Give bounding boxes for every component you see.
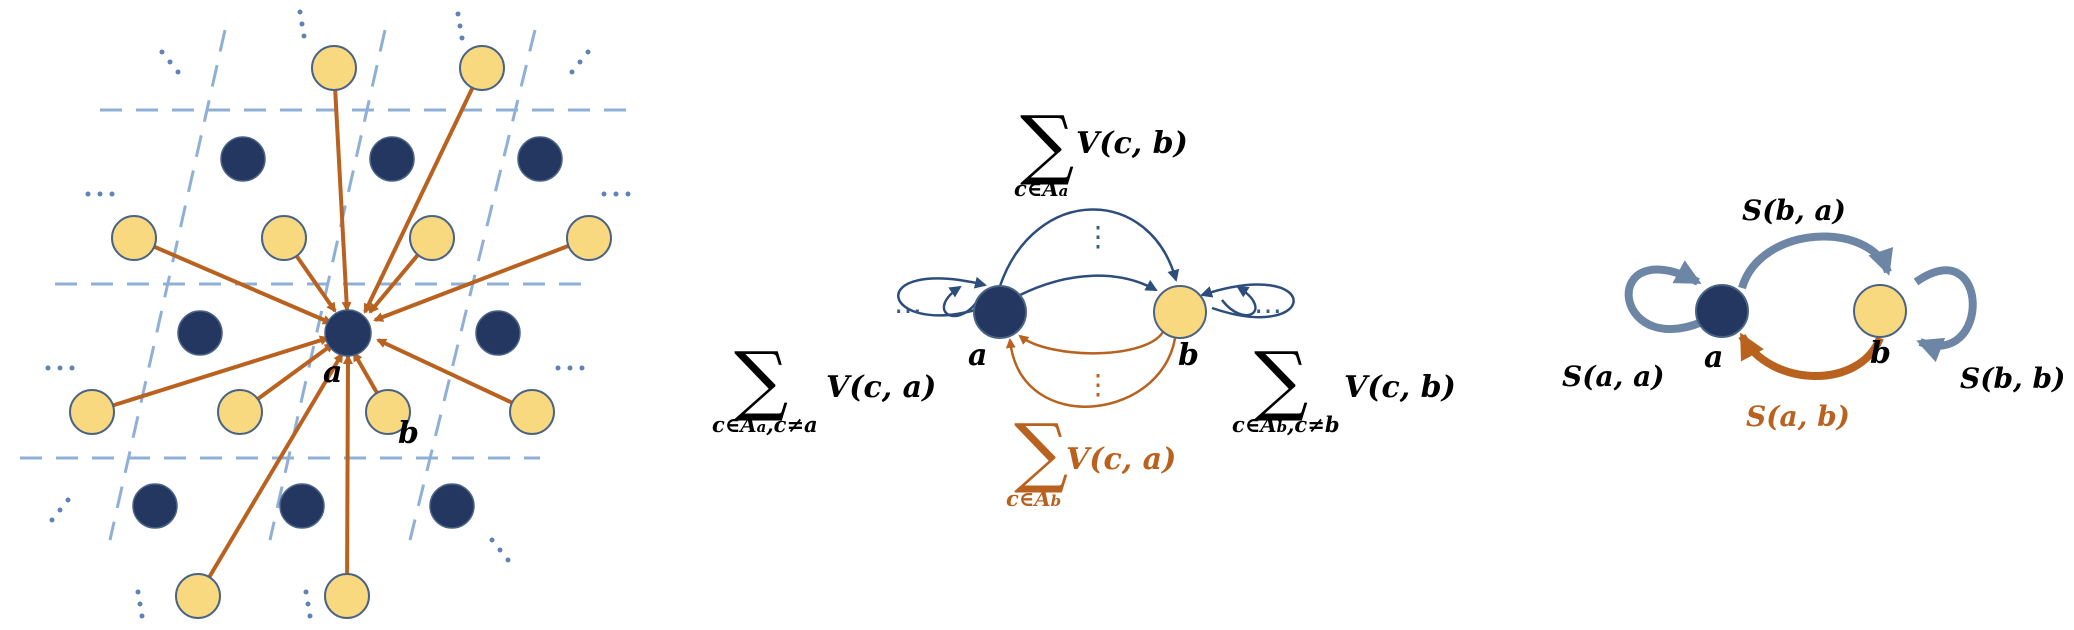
sum-term: V(c, b) — [1076, 126, 1188, 161]
sum-term: V(c, b) — [1344, 370, 1456, 405]
sum-subscript: c∈Aa,c≠a — [712, 412, 818, 437]
right-s-ba-label: S(b, a) — [1742, 194, 1846, 227]
sum-term: V(c, a) — [826, 370, 937, 405]
mid-bottom-sum: ∑ c∈Ab V(c, a) — [1004, 414, 1244, 520]
sum-subscript: c∈Ab — [1006, 486, 1062, 511]
right-s-ab-label: S(a, b) — [1746, 400, 1850, 433]
mid-blue-arrows — [897, 208, 1295, 319]
right-blue-thick-arrows — [1624, 232, 1977, 363]
mid-right-dots: ⋯ — [1254, 294, 1284, 327]
right-s-bb-label: S(b, b) — [1960, 362, 2066, 395]
lattice-grid — [20, 29, 630, 541]
sum-term: V(c, a) — [1066, 442, 1177, 477]
sigma-symbol: ∑ — [1254, 335, 1309, 424]
right-s-aa-label: S(a, a) — [1562, 360, 1665, 393]
sigma-symbol: ∑ — [1020, 99, 1075, 188]
sum-subscript: c∈Ab,c≠b — [1232, 412, 1340, 437]
lattice-dark-nodes — [132, 136, 563, 529]
right-node-a — [1695, 284, 1749, 338]
mid-bottom-vertical-dots: ⋮ — [1084, 368, 1114, 401]
mid-left-dots: ⋯ — [894, 294, 924, 327]
lattice-light-nodes — [69, 45, 612, 619]
mid-node-b-label: b — [1178, 338, 1199, 373]
right-node-b — [1853, 284, 1907, 338]
right-node-b-label: b — [1870, 336, 1891, 371]
sum-subscript: c∈Aa — [1014, 176, 1069, 201]
mid-node-a — [973, 285, 1027, 339]
lattice-ellipsis-dots — [45, 9, 631, 619]
mid-left-sum: ∑ c∈Aa,c≠a V(c, a) — [712, 342, 972, 446]
mid-node-b — [1153, 285, 1207, 339]
mid-right-sum: ∑ c∈Ab,c≠b V(c, b) — [1232, 342, 1482, 446]
mid-node-a-label: a — [968, 338, 988, 373]
mid-top-vertical-dots: ⋮ — [1084, 220, 1114, 253]
right-node-a-label: a — [1704, 340, 1724, 375]
sigma-symbol: ∑ — [734, 335, 789, 424]
left-node-b-label: b — [398, 416, 419, 451]
sigma-symbol: ∑ — [1014, 407, 1069, 496]
right-orange-thick-arrow — [1738, 332, 1884, 380]
left-node-a-label: a — [323, 355, 343, 390]
mid-top-sum: ∑ c∈Aa V(c, b) — [1014, 106, 1294, 210]
mid-orange-arrows — [1005, 329, 1178, 408]
